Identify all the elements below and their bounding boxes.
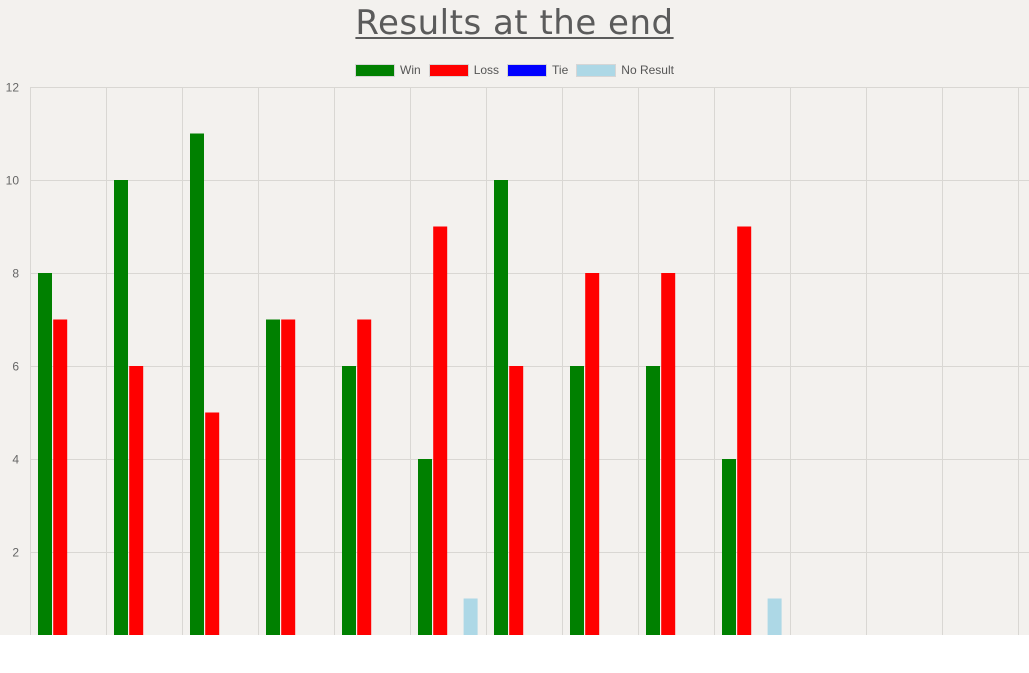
bar-loss	[661, 273, 676, 635]
y-tick-label: 10	[6, 174, 20, 188]
y-tick-label: 4	[12, 453, 19, 467]
bar-loss	[585, 273, 600, 635]
chart-panel: Results at the end Win Loss Tie No Resul…	[0, 0, 1029, 635]
legend-swatch-no-result	[576, 63, 617, 77]
bar-win	[266, 319, 280, 635]
bar-loss	[433, 226, 448, 635]
legend-label-no-result: No Result	[621, 63, 674, 77]
legend-label-loss: Loss	[473, 63, 500, 77]
y-tick-label: 8	[12, 267, 19, 281]
y-tick-label: 6	[12, 360, 19, 374]
legend-swatch-win	[355, 63, 396, 77]
legend-label-win: Win	[400, 63, 421, 77]
bar-loss	[737, 226, 752, 635]
plot-area: 2 4 6 8 10 12	[6, 81, 1029, 635]
bar-loss	[205, 412, 220, 635]
bar-win	[342, 366, 356, 635]
legend-item-win[interactable]: Win	[355, 63, 421, 77]
legend-swatch-loss	[428, 63, 469, 77]
bar-win	[190, 133, 204, 635]
legend-swatch-tie	[507, 63, 548, 77]
bar-win	[114, 180, 128, 635]
bar-win	[418, 459, 432, 635]
legend-item-loss[interactable]: Loss	[428, 63, 500, 77]
bar-win	[494, 180, 508, 635]
bar-loss	[281, 319, 296, 635]
bar-win	[646, 366, 660, 635]
chart-title-text: Results at the end	[355, 3, 674, 43]
legend-label-tie: Tie	[552, 63, 569, 77]
bar-loss	[509, 366, 524, 635]
bar-win	[570, 366, 584, 635]
bar-loss	[129, 366, 144, 635]
y-tick-label: 2	[12, 546, 19, 560]
legend-item-tie[interactable]: Tie	[507, 63, 568, 77]
y-tick-label: 12	[6, 81, 20, 95]
chart-legend: Win Loss Tie No Result	[0, 63, 1029, 77]
bar-no-result	[463, 598, 478, 635]
bar-no-result	[767, 598, 782, 635]
bar-loss	[357, 319, 372, 635]
bar-win	[38, 273, 52, 635]
chart-title: Results at the end	[0, 0, 1029, 46]
legend-item-no-result[interactable]: No Result	[576, 63, 674, 77]
bar-win	[722, 459, 736, 635]
bar-loss	[53, 319, 68, 635]
